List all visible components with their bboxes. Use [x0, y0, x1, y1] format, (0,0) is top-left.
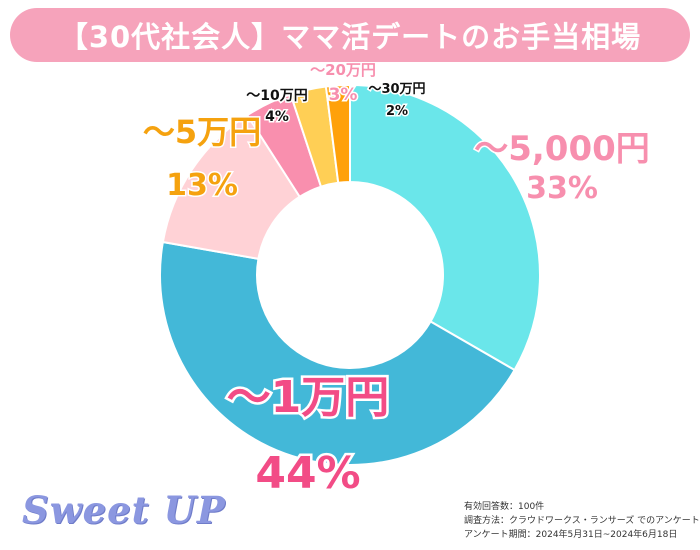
category-label-10man: ～10万円	[246, 88, 307, 104]
survey-notes: 有効回答数：100件 調査方法：クラウドワークス・ランサーズ でのアンケート ア…	[464, 500, 700, 542]
slice-1man	[159, 240, 516, 466]
note-method: 調査方法：クラウドワークス・ランサーズ でのアンケート	[464, 516, 700, 526]
category-label-5man: ～5万円	[143, 113, 261, 151]
category-label-5000yen: ～5,000円	[474, 129, 650, 169]
title-banner: 【30代社会人】ママ活デートのお手当相場	[10, 8, 690, 62]
percent-label-5000yen: 33%	[526, 171, 598, 206]
note-respondents: 有効回答数：100件	[464, 502, 545, 512]
percent-label-5man: 13%	[166, 168, 238, 203]
chart-title: 【30代社会人】ママ活デートのお手当相場	[58, 20, 642, 54]
category-label-1man: ～1万円	[227, 372, 390, 423]
slice-5000yen	[349, 83, 541, 372]
note-period: アンケート期間：2024年5月31日~2024年6月18日	[464, 530, 678, 540]
percent-label-20man: 3%	[329, 85, 358, 105]
percent-label-10man: 4%	[265, 109, 289, 125]
brand-logo: Sweet UP	[22, 488, 226, 532]
category-label-30man: ～30万円	[368, 82, 425, 97]
category-label-20man: ～20万円	[310, 61, 376, 79]
percent-label-1man: 44%	[255, 448, 360, 499]
slice-30man	[324, 83, 351, 184]
percent-label-30man: 2%	[386, 104, 408, 119]
